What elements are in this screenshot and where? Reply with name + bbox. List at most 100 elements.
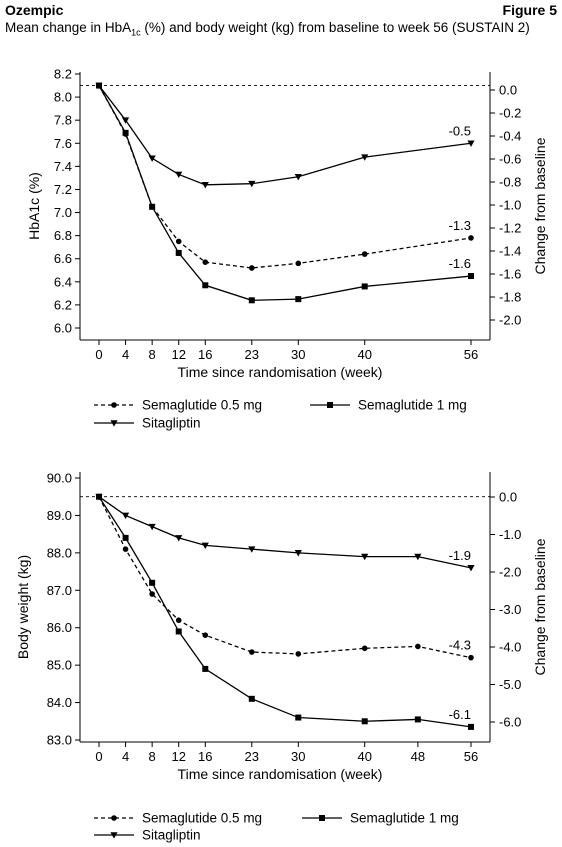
figure-label: Figure 5 bbox=[502, 2, 557, 18]
series-line bbox=[98, 496, 472, 659]
y-axis-title-left: HbA1c (%) bbox=[26, 172, 42, 240]
data-point bbox=[361, 553, 369, 561]
data-point bbox=[468, 723, 474, 730]
data-point bbox=[414, 716, 421, 723]
subtitle-suffix: (%) and body weight (kg) from baseline t… bbox=[140, 20, 530, 35]
x-tick-label: 56 bbox=[464, 347, 478, 362]
x-tick-label: 30 bbox=[291, 347, 305, 362]
data-point bbox=[361, 718, 368, 725]
y-tick-label-left: 88.0 bbox=[47, 545, 72, 560]
series-end-label: -4.3 bbox=[449, 638, 471, 653]
y-tick-label-left: 7.8 bbox=[54, 113, 72, 128]
y-tick-label-right: -0.6 bbox=[499, 152, 521, 167]
data-point bbox=[202, 665, 209, 672]
series-end-label: -6.1 bbox=[449, 707, 471, 722]
data-point bbox=[295, 651, 302, 657]
x-tick-label: 40 bbox=[357, 347, 371, 362]
y-tick-label-right: -2.0 bbox=[499, 313, 521, 328]
y-tick-label-left: 84.0 bbox=[47, 695, 72, 710]
data-point bbox=[361, 154, 369, 161]
y-tick-label-left: 8.0 bbox=[54, 90, 72, 105]
legend-marker bbox=[110, 832, 118, 839]
y-tick-label-left: 85.0 bbox=[47, 658, 72, 673]
series-line bbox=[98, 85, 472, 186]
legend-label: Semaglutide 1 mg bbox=[350, 811, 459, 826]
y-tick-label-left: 87.0 bbox=[47, 583, 72, 598]
data-point bbox=[201, 182, 209, 189]
legend-marker bbox=[319, 815, 325, 821]
data-point bbox=[122, 546, 129, 552]
data-point bbox=[148, 523, 156, 531]
x-axis-title: Time since randomisation (week) bbox=[178, 364, 383, 380]
data-point bbox=[149, 591, 155, 597]
data-point bbox=[149, 203, 156, 210]
y-tick-label-left: 6.8 bbox=[54, 228, 72, 243]
legend-label: Semaglutide 0.5 mg bbox=[142, 398, 262, 413]
y-tick-label-left: 8.2 bbox=[54, 67, 72, 82]
y-tick-label-right: -6.0 bbox=[499, 715, 521, 730]
data-point bbox=[248, 180, 256, 188]
y-tick-label-left: 6.0 bbox=[54, 321, 72, 336]
data-point bbox=[468, 273, 474, 280]
y-tick-label-left: 86.0 bbox=[47, 620, 72, 635]
data-point bbox=[415, 643, 421, 650]
y-tick-label-right: -1.0 bbox=[499, 527, 521, 542]
data-point bbox=[201, 542, 209, 549]
y-tick-label-right: -0.4 bbox=[499, 129, 521, 144]
data-point bbox=[95, 82, 103, 90]
x-tick-label: 8 bbox=[149, 749, 156, 764]
data-point bbox=[467, 565, 475, 572]
series-line bbox=[98, 85, 472, 269]
x-tick-label: 12 bbox=[171, 347, 185, 362]
data-point bbox=[468, 235, 474, 241]
x-tick-label: 30 bbox=[291, 749, 305, 764]
y-tick-label-right: -1.2 bbox=[499, 221, 521, 236]
legend-marker bbox=[111, 815, 117, 821]
y-tick-label-left: 7.2 bbox=[54, 182, 72, 197]
data-point bbox=[361, 645, 368, 652]
y-tick-label-left: 6.6 bbox=[54, 251, 72, 266]
y-tick-label-right: -1.8 bbox=[499, 290, 521, 305]
data-point bbox=[121, 512, 130, 520]
data-point bbox=[361, 283, 368, 290]
x-axis-title: Time since randomisation (week) bbox=[178, 766, 383, 782]
y-tick-label-right: -2.0 bbox=[499, 565, 521, 580]
legend-label: Semaglutide 0.5 mg bbox=[142, 811, 262, 826]
figure-subtitle: Mean change in HbA1c (%) and body weight… bbox=[5, 20, 530, 38]
series-end-label: -1.9 bbox=[449, 548, 471, 563]
y-tick-label-left: 89.0 bbox=[47, 508, 72, 523]
y-tick-label-right: 0.0 bbox=[499, 83, 517, 98]
x-tick-label: 40 bbox=[357, 749, 371, 764]
y-tick-label-right: -5.0 bbox=[499, 677, 521, 692]
data-point bbox=[202, 259, 209, 265]
data-point bbox=[295, 260, 302, 267]
data-point bbox=[175, 238, 182, 245]
y-axis-title-right: Change from baseline bbox=[532, 137, 548, 274]
data-point bbox=[175, 249, 182, 256]
data-point bbox=[248, 649, 255, 655]
series-line bbox=[98, 85, 472, 301]
hba1c-chart: 8.2 8.0 7.8 7.6 7.4 7.2 7.0 6.8 6.6 6.4 6.2 6.0 0.0 -… bbox=[26, 67, 548, 431]
body-weight-chart: 90.0 89.0 88.0 87.0 86.0 85.0 84.0 83.0 0.0 -1.0 -… bbox=[15, 471, 548, 843]
y-tick-label-left: 7.6 bbox=[54, 136, 72, 151]
x-tick-label: 16 bbox=[198, 347, 212, 362]
data-point bbox=[95, 493, 103, 501]
y-tick-label-left: 6.4 bbox=[54, 274, 72, 289]
x-tick-label: 16 bbox=[198, 749, 212, 764]
data-point bbox=[202, 282, 209, 289]
x-tick-label: 8 bbox=[149, 347, 156, 362]
data-point bbox=[294, 550, 302, 557]
data-point bbox=[248, 546, 256, 553]
series-line bbox=[98, 496, 472, 569]
data-point bbox=[295, 714, 302, 721]
y-axis-title-left: Body weight (kg) bbox=[15, 555, 31, 659]
data-point bbox=[295, 296, 302, 303]
x-tick-label: 48 bbox=[411, 749, 425, 764]
data-point bbox=[361, 251, 368, 257]
y-tick-label-left: 83.0 bbox=[47, 733, 72, 748]
data-point bbox=[248, 297, 255, 304]
data-point bbox=[148, 155, 156, 162]
series-end-label: -1.3 bbox=[449, 218, 471, 233]
data-point bbox=[122, 129, 129, 136]
y-tick-label-left: 90.0 bbox=[47, 471, 72, 486]
